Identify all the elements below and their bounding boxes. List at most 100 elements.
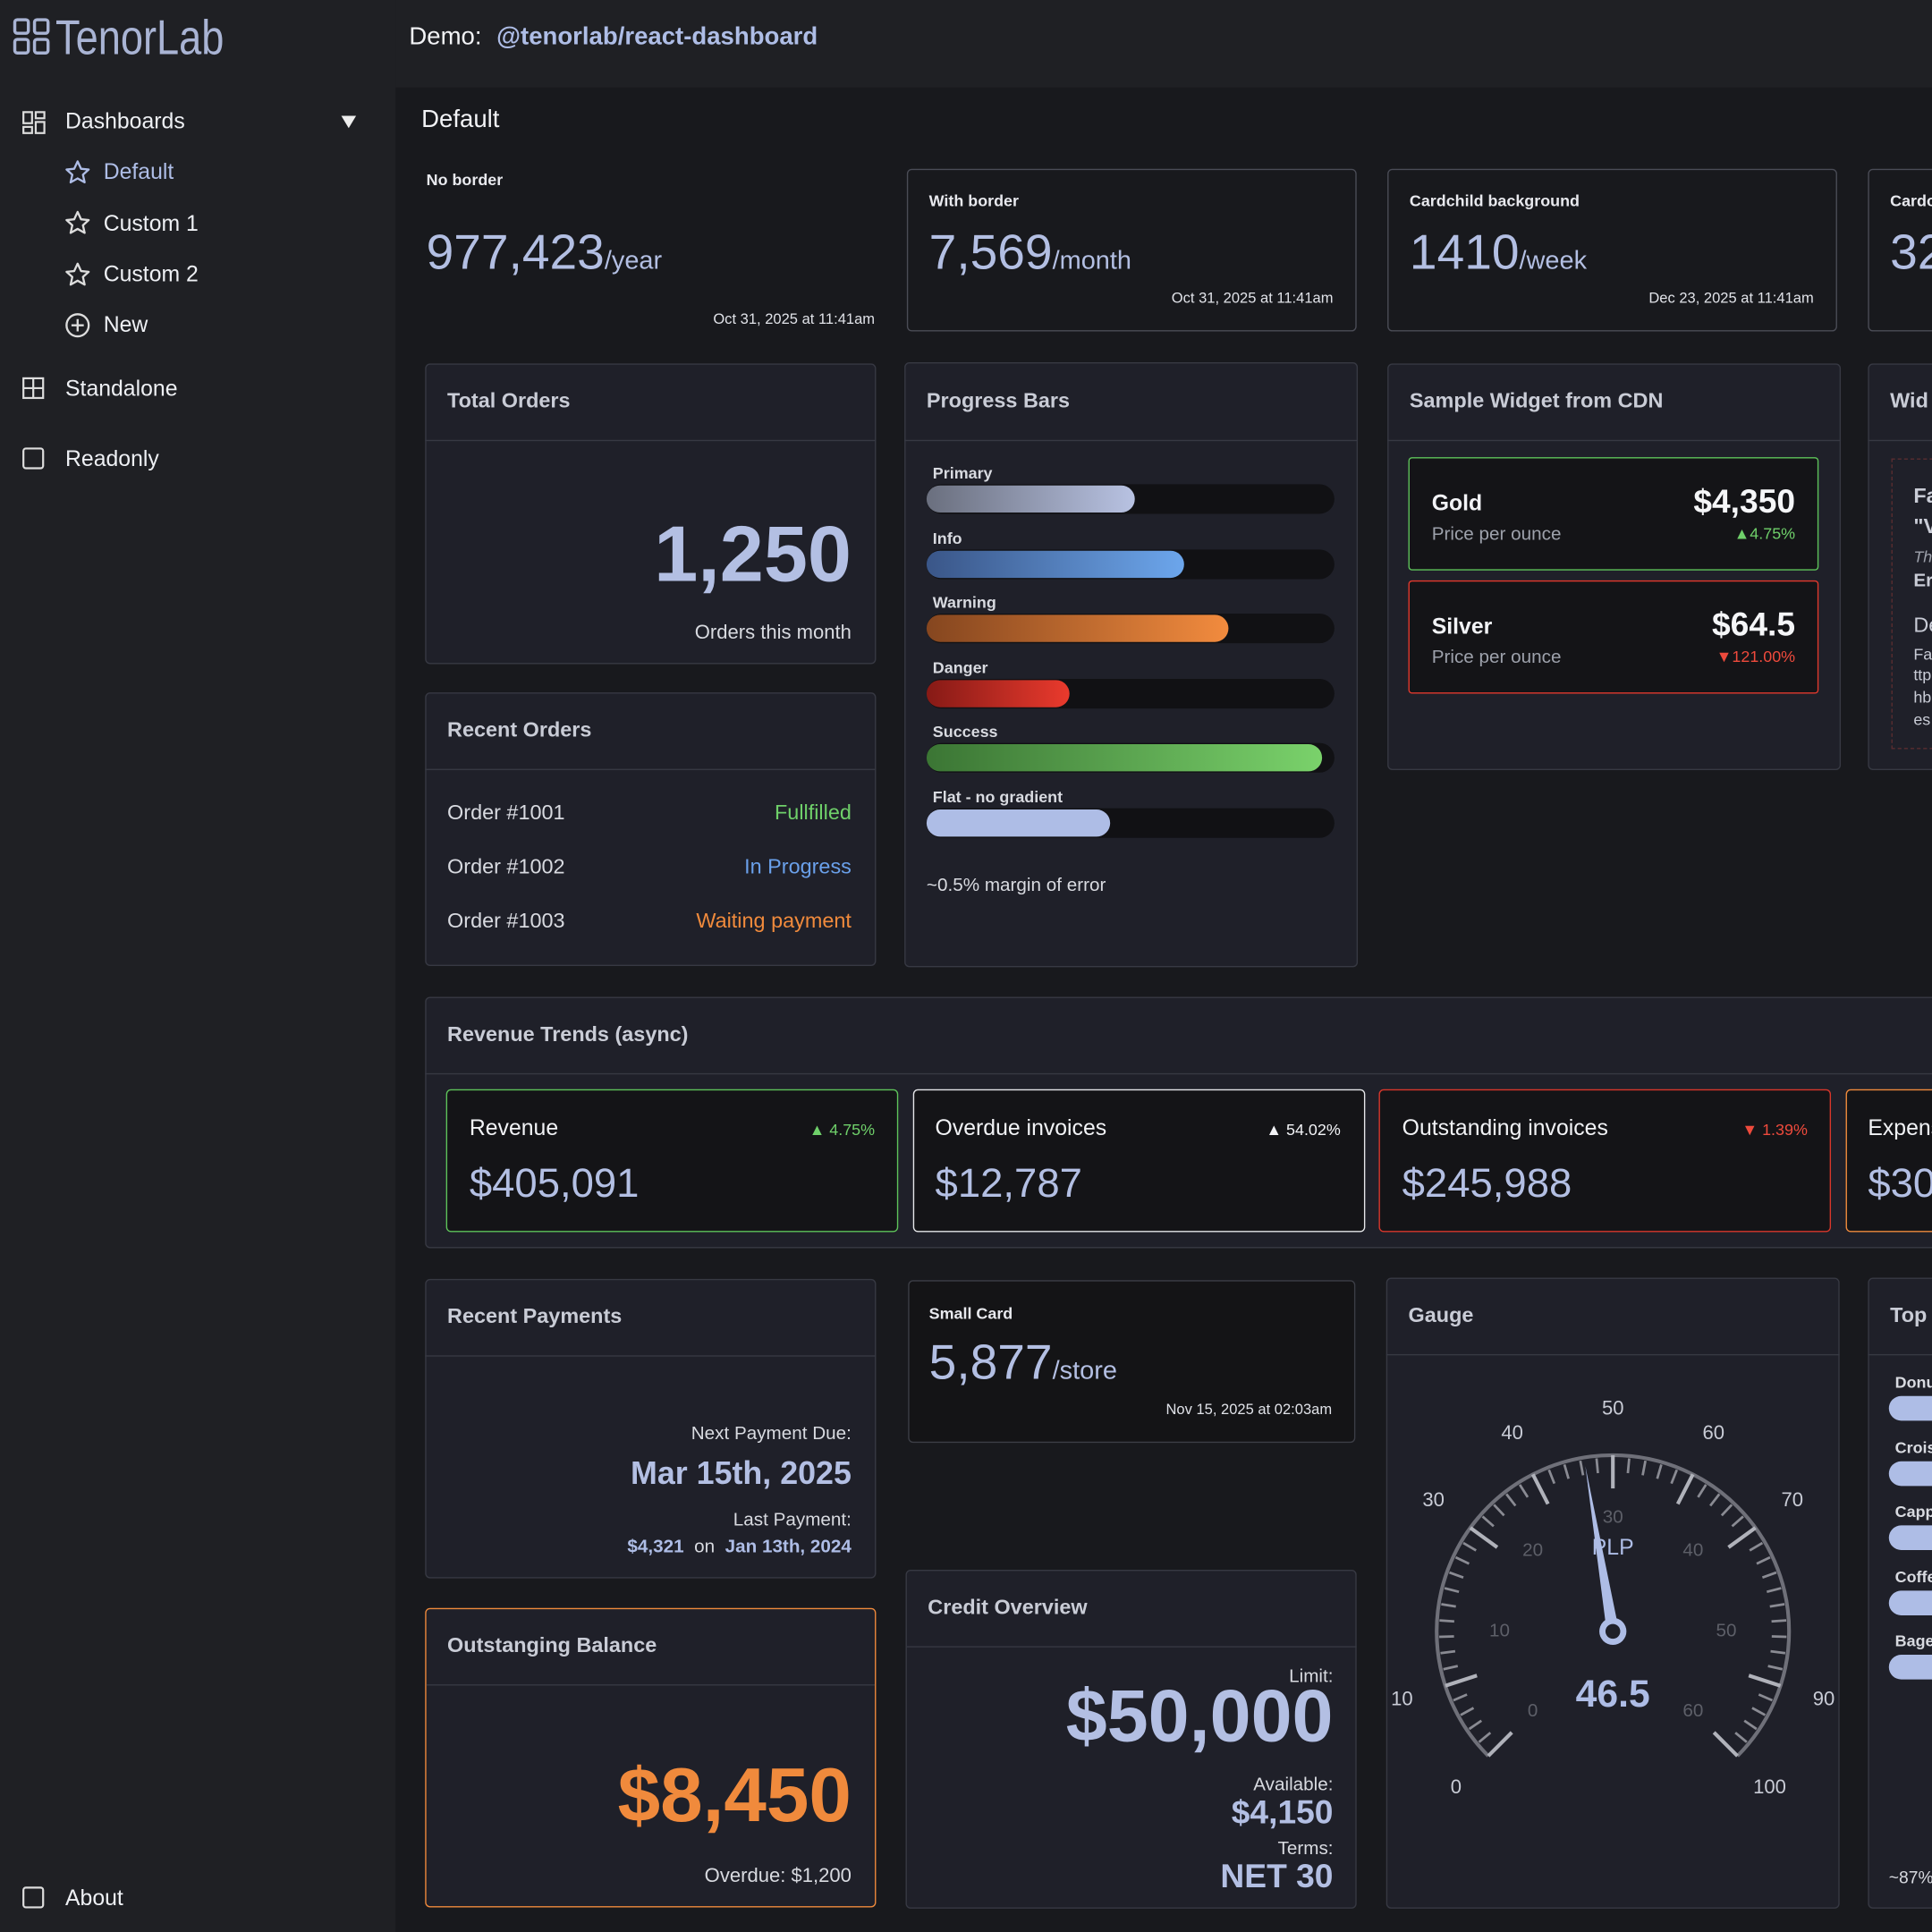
nav-dashboards[interactable]: Dashboards [65, 108, 185, 134]
gauge-minor-tick [1518, 1484, 1530, 1498]
nav-standalone[interactable]: Standalone [65, 376, 178, 401]
card-separator [904, 439, 1359, 442]
gauge-minor-tick [1444, 1587, 1460, 1594]
nav-item[interactable]: Default [103, 158, 174, 184]
stat-card [906, 168, 1357, 332]
sidebar [0, 0, 396, 1932]
dashboards-icon [22, 111, 46, 134]
nav-about[interactable]: About [65, 1885, 123, 1911]
gauge-minor-tick [1626, 1458, 1631, 1474]
gauge-minor-tick [1720, 1504, 1733, 1517]
top-label: Capp [1894, 1502, 1932, 1521]
card [425, 1278, 877, 1579]
limit-value: $50,000 [1065, 1674, 1334, 1758]
stat-value: 977,423 [426, 225, 605, 280]
gauge-minor-tick [1462, 1541, 1477, 1552]
gauge-inner-label: 10 [1489, 1620, 1510, 1640]
gauge-tick-label: 10 [1391, 1687, 1413, 1709]
gauge-minor-tick [1761, 1571, 1777, 1579]
widget-text: Th [1913, 547, 1932, 566]
stat-date: Dec 23, 2025 at 11:41am [1648, 289, 1814, 307]
gauge-minor-tick [1709, 1493, 1721, 1507]
bar-fill [926, 680, 1070, 708]
bar-label: Primary [932, 463, 993, 482]
card-title: Sample Widget from CDN [1409, 389, 1664, 413]
bar-fill [926, 614, 1229, 642]
readonly-icon [22, 447, 45, 470]
top-bar [1888, 1395, 1932, 1421]
bar-fill [926, 744, 1323, 772]
kpi-card [1845, 1089, 1932, 1233]
bar-fill [926, 485, 1135, 513]
header [395, 0, 1932, 88]
kpi-label: Overdue invoices [935, 1114, 1107, 1140]
next-date: Mar 15th, 2025 [631, 1454, 852, 1492]
stat-value: 1410 [1409, 225, 1520, 280]
price-value: $4,350 [1693, 482, 1796, 521]
card-separator [1387, 439, 1842, 442]
widget-text: "V [1913, 514, 1932, 538]
gauge-tick [1675, 1473, 1695, 1505]
gauge-minor-tick [1767, 1665, 1784, 1671]
gauge-hub-inner [1605, 1623, 1621, 1640]
gauge-minor-tick [1731, 1515, 1744, 1528]
price-change: ▲4.75% [1733, 523, 1796, 543]
gauge-minor-tick [1481, 1515, 1495, 1528]
gauge-minor-tick [1453, 1693, 1468, 1702]
nav-item[interactable]: Custom 2 [103, 261, 199, 286]
gauge-minor-tick [1769, 1603, 1785, 1608]
nav-readonly[interactable]: Readonly [65, 445, 159, 471]
balance-caption: Overdue: $1,200 [704, 1866, 852, 1887]
available-value: $4,150 [1231, 1793, 1334, 1831]
card-separator [425, 768, 877, 770]
kpi-label: Expens [1868, 1114, 1932, 1140]
kpi-value: $245,988 [1402, 1159, 1572, 1206]
gauge-inner-label: 50 [1716, 1620, 1736, 1640]
gauge-tick [1445, 1674, 1478, 1688]
last-payment: $4,321 on Jan 13th, 2024 [627, 1537, 851, 1559]
nav-item[interactable]: Custom 1 [103, 210, 199, 236]
available-label: Available: [1253, 1774, 1334, 1796]
stat-label: With border [928, 191, 1019, 210]
stat-label: Small Card [928, 1303, 1013, 1323]
gauge-tick-label: 50 [1602, 1397, 1624, 1419]
kpi-card [1378, 1089, 1832, 1233]
standalone-icon [22, 377, 45, 400]
gauge-minor-tick [1771, 1635, 1787, 1639]
card-separator [1385, 1353, 1840, 1356]
order-status: Waiting payment [696, 909, 852, 933]
card-separator [905, 1646, 1357, 1648]
top-note: ~87% [1888, 1867, 1932, 1887]
stat-value: 5,877 [928, 1335, 1053, 1390]
caret[interactable] [340, 114, 357, 130]
gauge-minor-tick [1439, 1635, 1454, 1639]
gauge-tick-label: 70 [1782, 1488, 1804, 1511]
top-label: Bage [1894, 1631, 1932, 1650]
gauge-minor-tick [1478, 1732, 1492, 1743]
demo-package[interactable]: @tenorlab/react-dashboard [496, 23, 818, 51]
gauge-minor-tick [1697, 1484, 1707, 1498]
gauge-minor-tick [1656, 1463, 1663, 1479]
nav-item[interactable]: New [103, 311, 148, 337]
kpi-value: $30 [1868, 1159, 1932, 1206]
total-orders-caption: Orders this month [694, 623, 852, 644]
terms-label: Terms: [1277, 1838, 1334, 1860]
card-title: Top [1890, 1303, 1928, 1327]
kpi-change: ▲ 54.02% [1266, 1120, 1341, 1140]
gauge-minor-tick [1743, 1719, 1758, 1731]
card-separator [426, 1684, 876, 1686]
price-card [1408, 580, 1819, 694]
gauge-needle [1585, 1466, 1620, 1633]
widget-text: ttp [1913, 665, 1932, 684]
kpi-change: ▼ 1.39% [1741, 1120, 1808, 1140]
gauge-minor-tick [1563, 1463, 1570, 1479]
card-separator [425, 1072, 1932, 1075]
stat-value-line: 977,423/year [427, 223, 662, 282]
card [905, 1569, 1357, 1909]
stat-label: Cardc [1890, 191, 1932, 210]
stat-label: No border [426, 170, 504, 190]
